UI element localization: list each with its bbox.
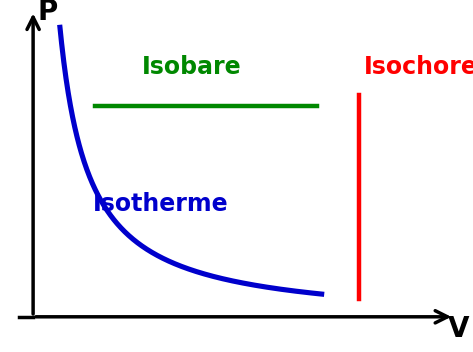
Text: P: P	[37, 0, 57, 26]
Text: Isochore: Isochore	[364, 55, 473, 79]
Text: V: V	[448, 315, 470, 343]
Text: Isotherme: Isotherme	[93, 192, 228, 216]
Text: Isobare: Isobare	[142, 55, 241, 79]
